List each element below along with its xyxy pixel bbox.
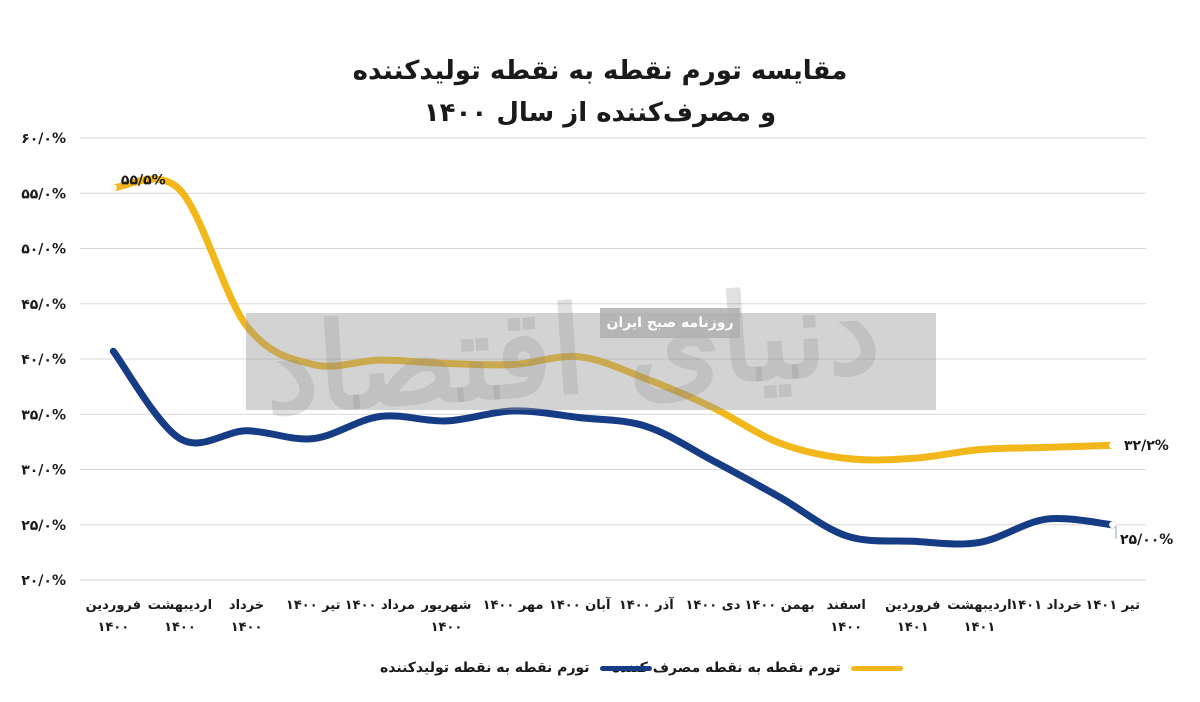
x-tick-label: آذر ۱۴۰۰ <box>619 596 674 613</box>
x-tick-label: فروردین <box>86 598 141 613</box>
watermark-badge: روزنامه صبح ایران <box>600 308 740 338</box>
x-tick-label: تیر ۱۴۰۱ <box>1085 598 1140 613</box>
series-line-producer <box>109 347 1117 548</box>
x-axis-labels: فروردین ۱۴۰۰ اردیبهشت ۱۴۰۰ خرداد ۱۴۰۰ تیر ۱۴۰۰… <box>86 596 1140 635</box>
data-label-consumer-last: ۳۲/۲% <box>1124 438 1169 454</box>
x-tick-label: شهریور <box>420 598 471 613</box>
y-tick-label: ۳۰/۰% <box>21 463 66 479</box>
x-tick-label: ۱۴۰۱ <box>964 620 996 635</box>
data-point-marker <box>1109 441 1117 449</box>
x-tick-label: خرداد ۱۴۰۱ <box>1010 598 1082 613</box>
y-tick-label: ۵۰/۰% <box>21 242 66 258</box>
data-label-leader <box>1114 526 1117 539</box>
x-tick-label: اردیبهشت <box>947 598 1011 613</box>
y-tick-label: ۴۰/۰% <box>21 352 66 368</box>
legend-swatch-consumer <box>850 665 903 671</box>
y-tick-label: ۵۵/۰% <box>21 186 66 202</box>
x-tick-label: ۱۴۰۱ <box>897 620 929 635</box>
x-tick-label: اسفند <box>826 598 865 613</box>
legend-label-consumer: تورم نقطه به نقطه مصرف کننده <box>612 660 841 676</box>
legend-item-producer: تورم نقطه به نقطه تولیدکننده <box>380 657 652 679</box>
legend-swatch-producer <box>599 665 652 671</box>
watermark-band <box>246 313 936 410</box>
gridlines <box>80 137 1146 581</box>
y-axis-labels: ۲۰/۰% ۲۵/۰% ۳۰/۰% ۳۵/۰% ۴۰/۰% ۴۵/۰% ۵۰/۰% ۵۵/۰%… <box>21 131 66 589</box>
data-label-producer-last: ۲۵/۰۰% <box>1120 532 1173 548</box>
y-tick-label: ۴۵/۰% <box>21 297 66 313</box>
x-tick-label: ۱۴۰۰ <box>97 620 129 635</box>
data-point-marker <box>1109 521 1117 529</box>
series-lines <box>109 175 1117 548</box>
x-tick-label: خرداد <box>229 598 264 613</box>
x-tick-label: مرداد ۱۴۰۰ <box>345 598 415 613</box>
y-tick-label: ۳۵/۰% <box>21 407 66 423</box>
x-tick-label: ۱۴۰۰ <box>164 620 196 635</box>
y-tick-label: ۶۰/۰% <box>21 131 66 147</box>
chart-title-line-1: مقایسه تورم نقطه به نقطه تولیدکننده <box>352 56 848 86</box>
legend-item-consumer: تورم نقطه به نقطه مصرف کننده <box>612 657 903 679</box>
x-tick-label: ۱۴۰۰ <box>231 620 263 635</box>
y-tick-label: ۲۵/۰% <box>21 518 66 534</box>
x-tick-label: تیر ۱۴۰۰ <box>286 598 341 613</box>
data-point-marker <box>109 184 117 192</box>
x-tick-label: فروردین <box>885 598 940 613</box>
x-tick-label: ۱۴۰۰ <box>431 620 463 635</box>
data-labels: ۵۵/۵% ۳۲/۲% ۲۵/۰۰% <box>109 173 1173 548</box>
chart-title-line-2: و مصرف‌کننده از سال ۱۴۰۰ <box>423 98 777 128</box>
x-tick-label: بهمن ۱۴۰۰ <box>744 598 814 613</box>
y-tick-label: ۲۰/۰% <box>21 573 66 589</box>
x-tick-label: مهر ۱۴۰۰ <box>483 598 544 613</box>
x-tick-label: آبان ۱۴۰۰ <box>549 596 611 613</box>
data-label-consumer-first: ۵۵/۵% <box>121 173 166 189</box>
x-tick-label: دی ۱۴۰۰ <box>686 598 741 613</box>
x-tick-label: اردیبهشت <box>148 598 212 613</box>
x-tick-label: ۱۴۰۰ <box>830 620 862 635</box>
series-line-consumer <box>109 175 1117 464</box>
legend-label-producer: تورم نقطه به نقطه تولیدکننده <box>380 660 590 676</box>
